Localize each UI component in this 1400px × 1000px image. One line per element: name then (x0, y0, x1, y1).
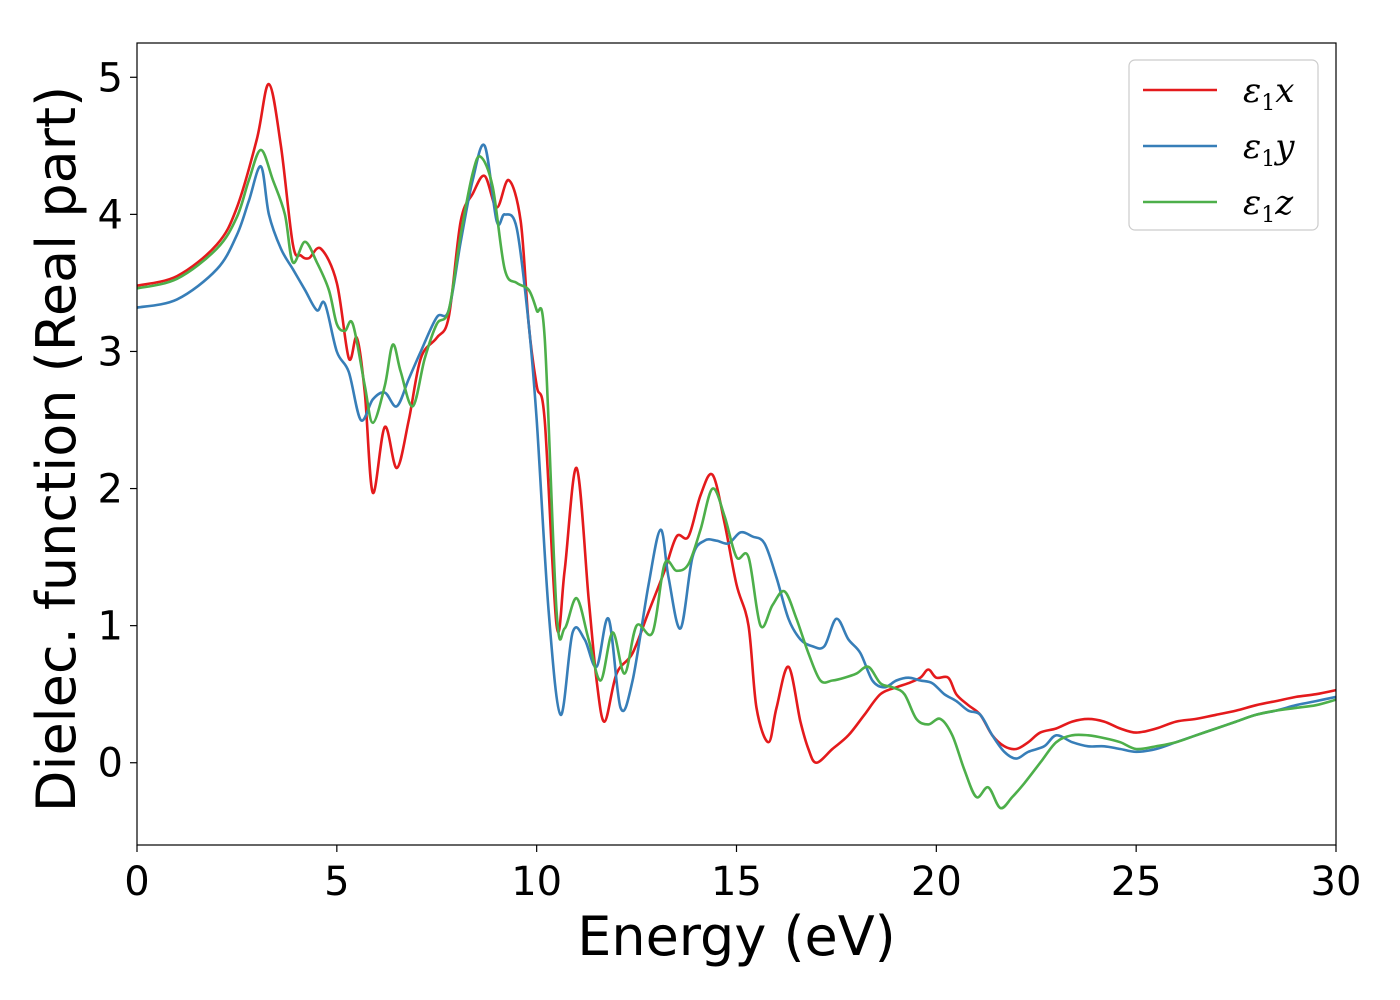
y-tick-label: 4 (98, 192, 123, 238)
y-axis: 0 1 2 3 4 5 (98, 55, 137, 787)
x-tick-label: 25 (1111, 859, 1162, 905)
x-axis: 0 5 10 15 20 25 30 (124, 845, 1361, 905)
y-tick-label: 2 (98, 467, 123, 513)
plot-area (137, 82, 1336, 810)
y-tick-label: 1 (98, 604, 123, 650)
y-tick-label: 5 (98, 55, 123, 101)
y-tick-label: 0 (98, 741, 123, 787)
x-axis-label: Energy (eV) (577, 905, 896, 968)
x-tick-label: 15 (711, 859, 762, 905)
y-tick-label: 3 (98, 329, 123, 375)
legend-label-x: ε1x (1243, 71, 1294, 116)
legend-box (1128, 59, 1319, 231)
legend: ε1x ε1y ε1z (1128, 59, 1319, 231)
x-tick-label: 10 (511, 859, 562, 905)
series-line-y (137, 143, 1336, 760)
y-axis-label: Dielec. function (Real part) (25, 86, 88, 812)
legend-label-z: ε1z (1243, 183, 1294, 228)
x-tick-label: 0 (124, 859, 149, 905)
series-line-z (137, 148, 1336, 810)
x-tick-label: 5 (324, 859, 349, 905)
series-line-x (137, 82, 1336, 764)
x-tick-label: 20 (911, 859, 962, 905)
x-tick-label: 30 (1311, 859, 1362, 905)
legend-label-y: ε1y (1243, 127, 1295, 172)
